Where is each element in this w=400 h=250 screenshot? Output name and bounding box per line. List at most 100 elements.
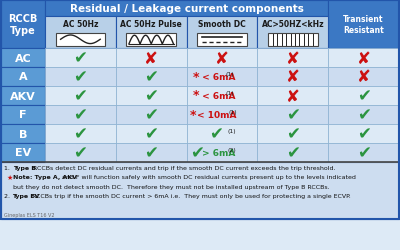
- Bar: [116, 144, 186, 162]
- Text: ✘: ✘: [286, 87, 300, 105]
- Text: AKV: AKV: [10, 91, 36, 101]
- Text: ✘: ✘: [144, 49, 158, 67]
- Bar: [186, 49, 258, 68]
- Text: Transient
Resistant: Transient Resistant: [343, 15, 384, 34]
- Bar: [186, 144, 258, 162]
- Text: Type EV: Type EV: [12, 194, 39, 199]
- Text: RCCB
Type: RCCB Type: [8, 14, 38, 36]
- Bar: [328, 68, 399, 87]
- Text: AC 50Hz: AC 50Hz: [63, 20, 98, 28]
- Text: AC: AC: [15, 53, 31, 63]
- Bar: [116, 87, 186, 106]
- Bar: [1, 68, 45, 87]
- Text: RCCBs detect DC residual currents and trip if the smooth DC current exceeds the : RCCBs detect DC residual currents and tr…: [29, 165, 336, 170]
- Bar: [186, 106, 258, 124]
- Text: ✔: ✔: [144, 125, 158, 143]
- Bar: [126, 34, 176, 47]
- Bar: [116, 17, 186, 49]
- Bar: [258, 87, 328, 106]
- Text: ✔: ✔: [286, 144, 300, 162]
- Bar: [328, 87, 399, 106]
- Bar: [116, 49, 186, 68]
- Text: (1): (1): [225, 72, 234, 77]
- Text: AC>50HZ<kHz: AC>50HZ<kHz: [262, 20, 324, 28]
- Text: ✘: ✘: [286, 68, 300, 86]
- Bar: [1, 1, 45, 49]
- Text: ✔: ✔: [144, 106, 158, 124]
- Bar: [45, 144, 116, 162]
- Bar: [116, 124, 186, 144]
- Text: ★: ★: [7, 174, 13, 180]
- Bar: [116, 68, 186, 87]
- Bar: [186, 87, 258, 106]
- Text: ✔: ✔: [74, 144, 87, 162]
- Text: 1.: 1.: [4, 165, 14, 170]
- Bar: [45, 17, 116, 49]
- Text: < 6mA: < 6mA: [199, 92, 236, 100]
- Text: < 10mA: < 10mA: [197, 110, 237, 120]
- Text: Gineplas ELS T16 V2: Gineplas ELS T16 V2: [4, 212, 54, 217]
- Text: ✔: ✔: [209, 125, 223, 143]
- Bar: [328, 144, 399, 162]
- Text: ✔: ✔: [357, 125, 370, 143]
- Bar: [186, 68, 258, 87]
- Bar: [45, 106, 116, 124]
- Text: AC 50Hz Pulse: AC 50Hz Pulse: [120, 20, 182, 28]
- Text: ✔: ✔: [190, 144, 204, 162]
- Text: F: F: [19, 110, 27, 120]
- Text: ✔: ✔: [286, 106, 300, 124]
- Text: ✔: ✔: [144, 144, 158, 162]
- Text: ✔: ✔: [286, 125, 300, 143]
- Bar: [45, 68, 116, 87]
- Bar: [45, 87, 116, 106]
- Text: ✘: ✘: [357, 68, 370, 86]
- Text: ✔: ✔: [74, 49, 87, 67]
- Text: (1): (1): [228, 110, 237, 114]
- Bar: [197, 34, 247, 47]
- Text: B: B: [19, 129, 27, 139]
- Bar: [258, 68, 328, 87]
- Bar: [258, 144, 328, 162]
- Bar: [45, 124, 116, 144]
- Bar: [56, 34, 105, 47]
- Text: Residual / Leakage current components: Residual / Leakage current components: [70, 4, 304, 14]
- Text: ✔: ✔: [144, 87, 158, 105]
- Text: ✔: ✔: [357, 87, 370, 105]
- Bar: [1, 1, 399, 219]
- Text: ✔: ✔: [357, 106, 370, 124]
- Bar: [1, 144, 45, 162]
- Bar: [1, 49, 45, 68]
- Text: *: *: [192, 70, 199, 83]
- Text: but they do not detect smooth DC.  Therefore they must not be installed upstream: but they do not detect smooth DC. Theref…: [13, 184, 330, 189]
- Bar: [116, 106, 186, 124]
- Bar: [45, 49, 116, 68]
- Bar: [328, 106, 399, 124]
- Text: RCCBs trip if the smooth DC current > 6mA i.e.  They must only be used for prote: RCCBs trip if the smooth DC current > 6m…: [30, 194, 351, 199]
- Bar: [258, 106, 328, 124]
- Bar: [1, 87, 45, 106]
- Text: (2): (2): [227, 148, 236, 152]
- Text: *: *: [192, 89, 199, 102]
- Text: (1): (1): [227, 128, 236, 134]
- Bar: [328, 49, 399, 68]
- Bar: [328, 1, 399, 49]
- Text: ✘: ✘: [286, 49, 300, 67]
- Bar: [258, 124, 328, 144]
- Bar: [45, 1, 328, 17]
- Text: 2.: 2.: [4, 194, 12, 199]
- Text: *: *: [190, 108, 197, 121]
- Text: Note: Type A, AKV: Note: Type A, AKV: [13, 175, 77, 180]
- Bar: [186, 17, 258, 49]
- Bar: [258, 49, 328, 68]
- Text: ✘: ✘: [215, 49, 229, 67]
- Text: EV: EV: [15, 148, 31, 158]
- Text: ✔: ✔: [74, 87, 87, 105]
- Text: ✘: ✘: [357, 49, 370, 67]
- Bar: [1, 162, 399, 219]
- Bar: [258, 17, 328, 49]
- Text: < 6mA: < 6mA: [199, 73, 236, 82]
- Text: ✔: ✔: [357, 144, 370, 162]
- Text: > 6mA: > 6mA: [202, 148, 236, 157]
- Text: (1): (1): [225, 91, 234, 96]
- Text: ✔: ✔: [74, 125, 87, 143]
